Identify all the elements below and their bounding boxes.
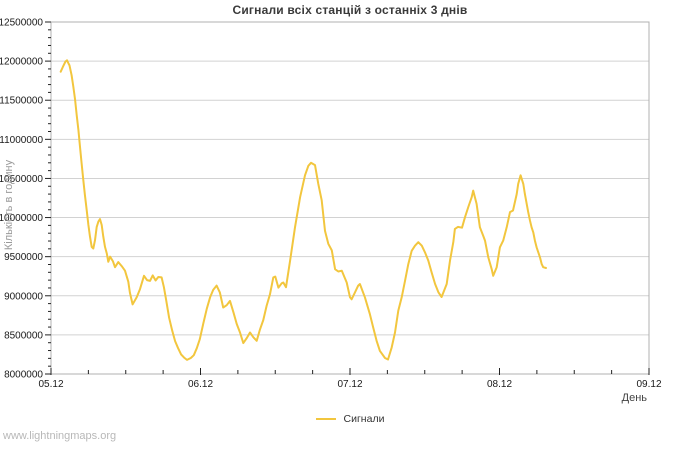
x-tick-label: 05.12 — [38, 379, 63, 390]
y-tick-labels: 8000000 8500000 9000000 9500000 10000000 1050… — [0, 18, 43, 381]
x-tick-label: 08.12 — [487, 379, 512, 390]
legend: Сигнали — [0, 413, 700, 425]
x-tick-labels: 05.12 06.12 07.12 08.12 09.12 — [38, 379, 661, 390]
y-tick-label: 12500000 — [0, 18, 43, 29]
x-tick-label: 06.12 — [188, 379, 213, 390]
y-ticks — [45, 21, 51, 375]
y-tick-label: 11500000 — [0, 96, 43, 107]
watermark-link[interactable]: www.lightningmaps.org — [3, 430, 117, 442]
chart-title: Сигнали всіх станцій з останніх 3 днів — [232, 3, 468, 17]
y-tick-label: 10000000 — [0, 213, 43, 224]
signals-series-line — [59, 59, 547, 361]
y-tick-label: 8000000 — [4, 370, 43, 381]
plot-border — [50, 21, 650, 375]
legend-label: Сигнали — [343, 413, 385, 425]
y-tick-label: 9000000 — [4, 291, 43, 302]
legend-line-swatch — [315, 418, 336, 420]
x-ticks — [50, 368, 650, 375]
x-axis-title: День — [621, 392, 647, 404]
y-tick-label: 8500000 — [4, 330, 43, 341]
line-chart-plot-area: 8000000 8500000 9000000 9500000 10000000 1050… — [0, 18, 662, 391]
y-axis-title: Кількість в годину — [3, 159, 15, 251]
x-tick-label: 07.12 — [337, 379, 362, 390]
y-tick-label: 9500000 — [4, 252, 43, 263]
y-tick-label: 12000000 — [0, 57, 43, 68]
y-tick-label: 11000000 — [0, 135, 43, 146]
x-tick-label: 09.12 — [636, 379, 661, 390]
y-tick-label: 10500000 — [0, 174, 43, 185]
